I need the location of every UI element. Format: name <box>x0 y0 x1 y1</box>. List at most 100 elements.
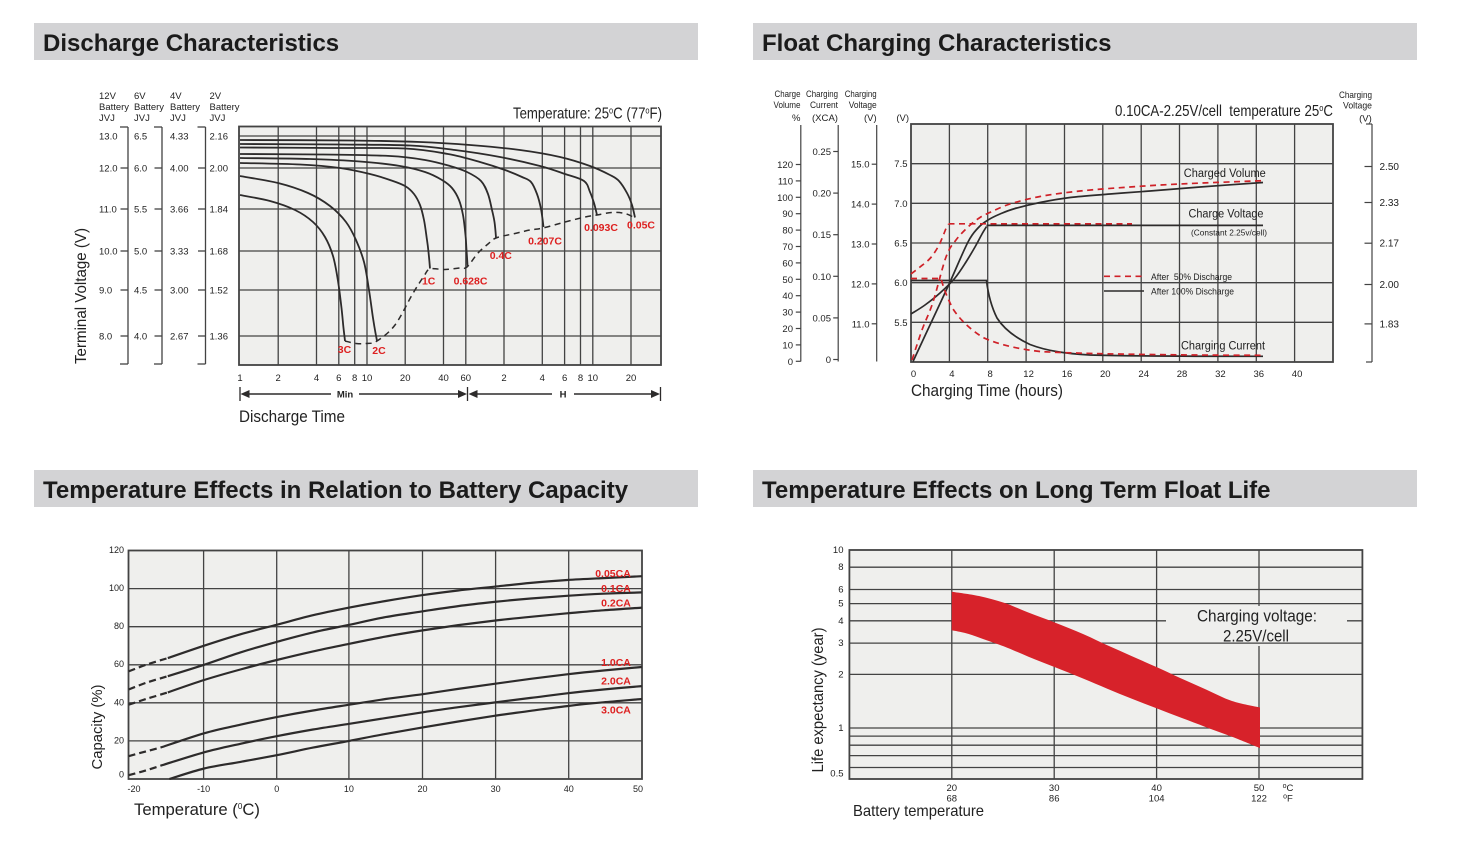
svg-text:2C: 2C <box>372 345 386 357</box>
svg-text:20: 20 <box>782 324 793 335</box>
svg-text:Charge: Charge <box>775 89 801 100</box>
svg-text:Min: Min <box>337 390 354 401</box>
svg-text:50: 50 <box>633 784 643 794</box>
svg-text:5: 5 <box>838 599 843 610</box>
svg-text:Voltage: Voltage <box>1343 101 1372 112</box>
svg-text:13.0: 13.0 <box>851 240 870 251</box>
svg-text:4: 4 <box>949 369 954 380</box>
svg-text:12V: 12V <box>99 91 117 102</box>
svg-text:40: 40 <box>564 784 574 794</box>
svg-text:1C: 1C <box>422 276 436 288</box>
svg-text:4: 4 <box>838 616 843 627</box>
svg-text:Float Charging Characteristics: Float Charging Characteristics <box>762 30 1111 57</box>
svg-text:0.05: 0.05 <box>813 313 832 324</box>
svg-text:80: 80 <box>114 621 124 631</box>
svg-text:(V): (V) <box>1359 114 1372 125</box>
svg-text:3C: 3C <box>338 344 352 356</box>
svg-text:Temperature Effects in Relatio: Temperature Effects in Relation to Batte… <box>43 477 629 504</box>
svg-text:4.5: 4.5 <box>134 286 147 297</box>
svg-text:32: 32 <box>1215 369 1226 380</box>
svg-text:6.0: 6.0 <box>134 164 147 175</box>
svg-text:2.50: 2.50 <box>1380 162 1400 173</box>
svg-text:120: 120 <box>777 160 793 171</box>
svg-text:Charged Volume: Charged Volume <box>1184 168 1266 180</box>
svg-text:2.0CA: 2.0CA <box>601 676 631 688</box>
svg-text:Current: Current <box>810 100 838 111</box>
svg-text:12.0: 12.0 <box>99 164 118 175</box>
svg-text:6: 6 <box>562 373 567 384</box>
svg-text:2.00: 2.00 <box>210 164 229 175</box>
svg-text:(Constant 2.25v/cell): (Constant 2.25v/cell) <box>1191 228 1267 238</box>
svg-text:JVJ: JVJ <box>99 113 115 124</box>
svg-text:-10: -10 <box>197 784 210 794</box>
svg-text:10: 10 <box>344 784 354 794</box>
svg-text:7.0: 7.0 <box>894 199 907 210</box>
svg-text:0.2CA: 0.2CA <box>601 598 631 610</box>
svg-text:20: 20 <box>1100 369 1111 380</box>
svg-text:3.0CA: 3.0CA <box>601 705 631 717</box>
svg-text:10: 10 <box>588 373 599 384</box>
svg-text:2.00: 2.00 <box>1380 280 1400 291</box>
svg-text:12: 12 <box>1023 369 1034 380</box>
svg-text:JVJ: JVJ <box>134 113 150 124</box>
svg-text:0.15: 0.15 <box>813 230 832 241</box>
svg-text:0.1CA: 0.1CA <box>601 583 631 595</box>
svg-text:60: 60 <box>114 659 124 669</box>
svg-text:14.0: 14.0 <box>851 200 870 211</box>
svg-text:110: 110 <box>778 176 793 187</box>
svg-text:11.0: 11.0 <box>852 319 870 330</box>
svg-text:90: 90 <box>782 209 793 220</box>
svg-text:Battery: Battery <box>134 102 164 113</box>
svg-text:9.0: 9.0 <box>99 286 112 297</box>
svg-text:2.25V/cell: 2.25V/cell <box>1223 627 1289 646</box>
svg-text:86: 86 <box>1049 794 1060 805</box>
svg-text:4: 4 <box>314 373 319 384</box>
svg-text:Discharge Characteristics: Discharge Characteristics <box>43 30 339 57</box>
svg-text:0.20: 0.20 <box>813 189 832 200</box>
svg-text:Voltage: Voltage <box>849 100 877 111</box>
svg-text:0: 0 <box>826 355 831 366</box>
svg-text:0.628C: 0.628C <box>454 276 488 288</box>
svg-text:0.25: 0.25 <box>813 147 832 158</box>
svg-text:60: 60 <box>782 258 793 269</box>
svg-text:60: 60 <box>461 373 472 384</box>
svg-text:Charge Voltage: Charge Voltage <box>1189 209 1264 221</box>
svg-text:3.33: 3.33 <box>170 247 189 258</box>
svg-text:40: 40 <box>1151 783 1162 794</box>
svg-text:Battery: Battery <box>210 102 240 113</box>
svg-text:50: 50 <box>1254 783 1265 794</box>
svg-text:120: 120 <box>109 545 124 555</box>
svg-text:Charging: Charging <box>845 89 877 100</box>
svg-text:8: 8 <box>352 373 357 384</box>
svg-text:3.00: 3.00 <box>170 286 189 297</box>
svg-text:8.0: 8.0 <box>99 332 112 343</box>
svg-text:After 50% Discharge: After 50% Discharge <box>1151 272 1232 283</box>
svg-text:1.36: 1.36 <box>210 332 229 343</box>
svg-text:JVJ: JVJ <box>210 113 226 124</box>
svg-text:20: 20 <box>626 373 637 384</box>
svg-text:0.5: 0.5 <box>830 769 843 780</box>
svg-text:100: 100 <box>109 583 124 593</box>
svg-text:Battery temperature: Battery temperature <box>853 803 984 820</box>
svg-text:30: 30 <box>782 308 793 319</box>
svg-text:10.0: 10.0 <box>99 247 118 258</box>
svg-text:4: 4 <box>540 373 545 384</box>
svg-text:6.0: 6.0 <box>894 278 907 289</box>
svg-text:10: 10 <box>782 340 793 351</box>
svg-text:(V): (V) <box>896 113 909 124</box>
svg-text:2: 2 <box>838 669 843 680</box>
svg-text:80: 80 <box>782 226 793 237</box>
svg-text:(XCA): (XCA) <box>812 113 838 124</box>
svg-text:(V): (V) <box>864 113 877 124</box>
svg-text:5.5: 5.5 <box>134 205 147 216</box>
svg-text:Discharge Time: Discharge Time <box>239 408 345 426</box>
svg-text:0.05C: 0.05C <box>627 220 655 232</box>
svg-text:Terminal Voltage (V): Terminal Voltage (V) <box>73 228 90 364</box>
svg-text:40: 40 <box>782 291 793 302</box>
svg-text:0: 0 <box>274 784 279 794</box>
svg-text:0.4C: 0.4C <box>490 250 513 262</box>
svg-text:2.33: 2.33 <box>1380 198 1400 209</box>
svg-text:6.5: 6.5 <box>134 132 147 143</box>
svg-text:Volume: Volume <box>774 100 801 111</box>
svg-text:Charging Time (hours): Charging Time (hours) <box>911 382 1063 400</box>
